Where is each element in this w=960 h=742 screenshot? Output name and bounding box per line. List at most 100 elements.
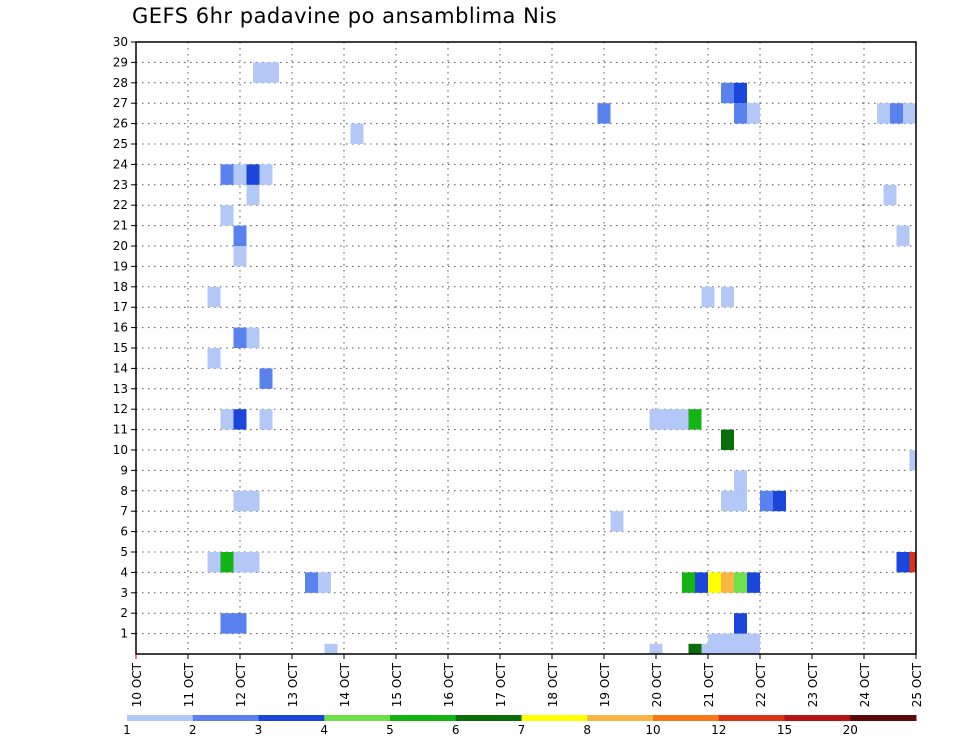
heatmap-cell <box>207 552 221 573</box>
colorbar-swatch <box>653 715 720 721</box>
y-tick-label: 18 <box>113 280 128 294</box>
x-tick-label: 14 OCT <box>338 662 352 707</box>
y-tick-label: 13 <box>113 382 128 396</box>
colorbar-label: 20 <box>843 723 858 737</box>
heatmap-cell <box>253 62 266 83</box>
colorbar-label: 1 <box>123 723 131 737</box>
heatmap-cell <box>682 572 695 593</box>
x-tick-label: 10 OCT <box>130 662 144 707</box>
chart-title: GEFS 6hr padavine po ansamblima Nis <box>132 4 558 28</box>
heatmap-cell <box>318 572 331 593</box>
heatmap-cell <box>662 409 676 430</box>
heatmap-cell <box>246 552 260 573</box>
y-tick-label: 3 <box>120 586 128 600</box>
heatmap-cell <box>688 409 702 430</box>
y-tick-label: 23 <box>113 178 128 192</box>
heatmap-cell <box>246 164 260 185</box>
heatmap-cell <box>721 490 734 512</box>
x-axis-ticks: 10 OCT 11 OCT 12 OCT 13 OCT 14 OCT 15 OCT 16 O… <box>130 654 924 707</box>
heatmap-cell <box>597 103 611 124</box>
heatmap-cell <box>734 103 747 124</box>
x-tick-label: 12 OCT <box>234 662 248 707</box>
y-tick-label: 1 <box>120 627 128 641</box>
y-tick-label: 8 <box>120 484 128 498</box>
colorbar-swatch <box>455 715 522 721</box>
heatmap-cell <box>721 633 734 654</box>
heatmap-cell <box>734 490 747 512</box>
colorbar-swatch <box>324 715 391 721</box>
colorbar-label: 10 <box>645 723 660 737</box>
y-tick-label: 16 <box>113 321 128 335</box>
colorbar-label: 12 <box>711 723 726 737</box>
y-tick-label: 27 <box>113 96 128 110</box>
heatmap-cell <box>246 490 260 512</box>
colorbar-label: 15 <box>777 723 792 737</box>
heatmap-cell <box>246 184 260 206</box>
heatmap-cell <box>305 572 318 593</box>
y-tick-label: 10 <box>113 443 128 457</box>
heatmap-cell <box>695 572 708 593</box>
heatmap-cell <box>734 633 747 654</box>
y-axis-ticks: 1234567891011121314151617181920212223242… <box>113 35 136 641</box>
y-tick-label: 4 <box>120 565 128 579</box>
heatmap-cell <box>220 613 234 634</box>
y-tick-label: 5 <box>120 545 128 559</box>
heatmap-cell <box>708 572 721 593</box>
heatmap-cell <box>233 246 247 267</box>
colorbar-swatch <box>192 715 259 721</box>
heatmap-cell <box>877 103 890 124</box>
colorbar-label: 4 <box>320 723 328 737</box>
heatmap-cell <box>266 62 279 83</box>
heatmap-cell <box>903 103 916 124</box>
heatmap-cell <box>896 552 910 573</box>
heatmap-cell <box>883 184 897 206</box>
heatmap-cell <box>649 643 663 654</box>
colorbar-label: 5 <box>386 723 394 737</box>
colorbar-swatch <box>127 715 194 721</box>
heatmap-cell <box>233 164 247 185</box>
colorbar-swatch <box>850 715 917 721</box>
heatmap-cell <box>721 82 734 104</box>
heatmap-cell <box>721 429 734 450</box>
heatmap-cell <box>747 572 760 593</box>
heatmap-cell <box>734 572 747 593</box>
heatmap-cell <box>259 164 273 185</box>
colorbar-label: 8 <box>583 723 591 737</box>
heatmap-cell <box>909 450 916 471</box>
y-tick-label: 28 <box>113 76 128 90</box>
x-tick-label: 13 OCT <box>286 662 300 707</box>
heatmap-cell <box>233 490 247 512</box>
x-tick-label: 21 OCT <box>702 662 716 707</box>
heatmap-cell <box>675 409 689 430</box>
heatmap-cell <box>701 643 715 654</box>
heatmap-cell <box>259 368 273 389</box>
heatmap-cell <box>734 470 747 491</box>
x-tick-label: 24 OCT <box>858 662 872 707</box>
heatmap-cell <box>207 348 221 369</box>
heatmap-cell <box>701 286 715 308</box>
heatmap-cell <box>233 225 247 246</box>
y-tick-label: 25 <box>113 137 128 151</box>
x-tick-label: 23 OCT <box>806 662 820 707</box>
heatmap-cell <box>220 409 234 430</box>
x-tick-label: 15 OCT <box>390 662 404 707</box>
heatmap-cell <box>649 409 663 430</box>
colorbar-swatch <box>784 715 851 721</box>
colorbar-swatch <box>587 715 654 721</box>
y-tick-label: 22 <box>113 198 128 212</box>
heatmap-cell <box>734 82 747 104</box>
y-tick-label: 20 <box>113 239 128 253</box>
y-tick-label: 14 <box>113 361 128 375</box>
heatmap-cell <box>909 552 916 573</box>
heatmap-cell <box>324 643 338 654</box>
y-tick-label: 6 <box>120 525 128 539</box>
x-tick-label: 20 OCT <box>650 662 664 707</box>
y-tick-label: 11 <box>113 423 128 437</box>
heatmap-cell <box>233 613 247 634</box>
colorbar: 1 2 3 4 5 6 7 8 10 12 15 20 <box>123 715 917 737</box>
y-tick-label: 7 <box>120 504 128 518</box>
heatmap-cell <box>246 327 260 348</box>
colorbar-label: 7 <box>518 723 526 737</box>
y-tick-label: 24 <box>113 157 128 171</box>
heatmap-cell <box>220 164 234 185</box>
